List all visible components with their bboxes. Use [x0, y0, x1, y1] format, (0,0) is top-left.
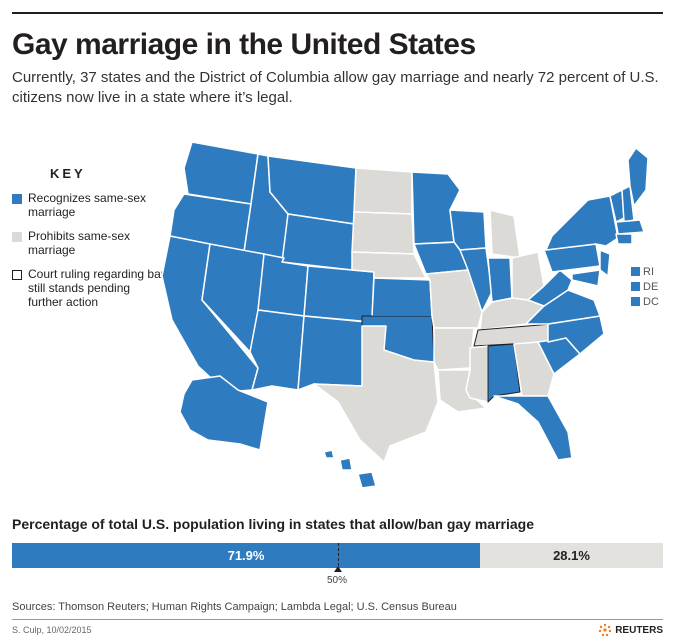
legend-swatch-outline: [12, 270, 22, 280]
state-arizona: [249, 309, 305, 391]
top-rule: [12, 12, 663, 14]
ss-swatch: [631, 267, 640, 276]
logo-text: REUTERS: [615, 624, 663, 636]
state-new-jersey: [599, 249, 611, 277]
bottom-rule: [12, 619, 663, 620]
state-north-dakota: [353, 167, 413, 215]
state-wisconsin: [449, 209, 487, 251]
legend-label: Court ruling regarding ban still stands …: [28, 267, 168, 309]
state-mississippi: [465, 345, 489, 403]
small-state-de: DE: [631, 279, 659, 294]
legend-item-prohibits: Prohibits same-sex marriage: [12, 229, 172, 257]
ss-swatch: [631, 297, 640, 306]
state-new-mexico: [297, 315, 367, 391]
state-maryland: [571, 269, 601, 287]
state-new-york: [545, 195, 619, 251]
state-kansas: [371, 277, 433, 317]
page-subtitle: Currently, 37 states and the District of…: [12, 69, 659, 106]
state-south-dakota: [351, 211, 415, 255]
bar-title: Percentage of total U.S. population livi…: [12, 516, 534, 532]
small-states-legend: RI DE DC: [631, 264, 659, 309]
midpoint-arrow-icon: [334, 566, 342, 572]
state-illinois: [459, 247, 493, 313]
midpoint-dashed-line: [338, 543, 339, 571]
state-hawaii: [323, 449, 377, 489]
state-texas: [313, 325, 439, 463]
us-map: [161, 141, 648, 489]
state-massachusetts: [615, 219, 645, 235]
sources-text: Sources: Thomson Reuters; Human Rights C…: [12, 601, 457, 613]
legend-item-court-ruling: Court ruling regarding ban still stands …: [12, 267, 172, 309]
small-state-ri: RI: [631, 264, 659, 279]
state-maine: [627, 147, 648, 207]
legend-label: Recognizes same-sex marriage: [28, 191, 147, 219]
page-title: Gay marriage in the United States: [12, 28, 476, 61]
legend-label: Prohibits same-sex marriage: [28, 229, 131, 257]
state-michigan: [489, 209, 521, 259]
legend-title: KEY: [50, 166, 86, 181]
credit-text: S. Culp, 10/02/2015: [12, 625, 92, 635]
legend-swatch-blue: [12, 194, 22, 204]
ss-label: RI: [643, 265, 654, 278]
population-bar: 71.9% 28.1%: [12, 543, 663, 568]
state-indiana: [487, 257, 513, 303]
reuters-dots-icon: [599, 623, 612, 637]
state-alabama: [487, 343, 521, 403]
state-connecticut: [615, 233, 633, 245]
bar-allow-segment: 71.9%: [12, 543, 481, 568]
state-florida: [493, 395, 573, 461]
state-arkansas: [433, 327, 475, 371]
bar-ban-segment: 28.1%: [480, 543, 663, 568]
legend-swatch-grey: [12, 232, 22, 242]
reuters-logo: REUTERS: [598, 623, 663, 637]
ss-label: DC: [643, 295, 659, 308]
state-wyoming: [281, 213, 355, 271]
ss-label: DE: [643, 280, 659, 293]
midpoint-label: 50%: [327, 575, 348, 586]
ss-swatch: [631, 282, 640, 291]
map-legend: KEY Recognizes same-sex marriage Prohibi…: [12, 166, 172, 319]
state-alaska: [179, 375, 269, 451]
state-colorado: [303, 265, 375, 323]
legend-item-recognizes: Recognizes same-sex marriage: [12, 191, 172, 219]
state-washington: [183, 141, 259, 205]
small-state-dc: DC: [631, 294, 659, 309]
